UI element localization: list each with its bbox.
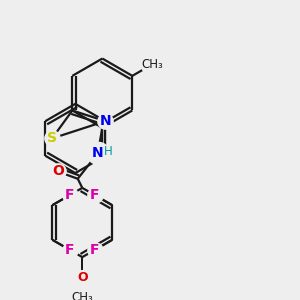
Text: F: F xyxy=(90,243,100,257)
Text: CH₃: CH₃ xyxy=(141,58,163,71)
Text: F: F xyxy=(65,188,74,202)
Text: F: F xyxy=(65,243,74,257)
Text: O: O xyxy=(52,164,64,178)
Text: CH₃: CH₃ xyxy=(71,291,93,300)
Text: O: O xyxy=(77,271,88,284)
Text: S: S xyxy=(47,131,57,146)
Text: F: F xyxy=(90,188,100,202)
Text: N: N xyxy=(92,146,103,160)
Text: H: H xyxy=(104,145,113,158)
Text: N: N xyxy=(100,114,111,128)
